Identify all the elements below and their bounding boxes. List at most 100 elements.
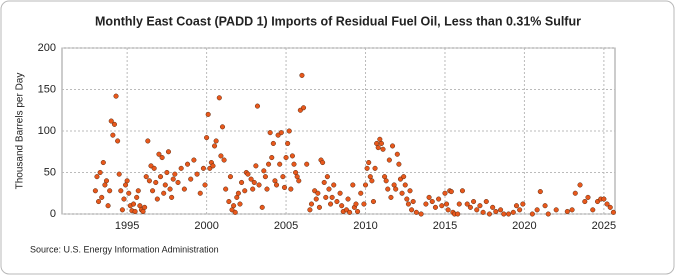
- point: [409, 207, 415, 213]
- point: [545, 211, 551, 217]
- point: [401, 174, 407, 180]
- point: [320, 159, 326, 166]
- point: [116, 171, 122, 177]
- point: [232, 209, 238, 215]
- point: [366, 159, 372, 166]
- point: [299, 72, 305, 78]
- point: [110, 132, 116, 138]
- point: [444, 201, 450, 207]
- point: [393, 186, 399, 192]
- point: [483, 199, 489, 205]
- point: [253, 163, 259, 169]
- point: [510, 209, 516, 215]
- point: [569, 207, 575, 213]
- point: [517, 207, 523, 213]
- point: [153, 179, 159, 186]
- point: [218, 153, 224, 159]
- point: [291, 161, 297, 167]
- point: [250, 186, 256, 192]
- point: [178, 165, 184, 171]
- point: [164, 169, 170, 176]
- point: [95, 199, 102, 205]
- y-tick-label: 0: [50, 208, 56, 220]
- point: [221, 157, 227, 163]
- point: [582, 199, 588, 205]
- point: [175, 179, 181, 186]
- point: [604, 201, 610, 207]
- point: [448, 189, 454, 195]
- point: [572, 190, 578, 196]
- point: [145, 138, 151, 144]
- point: [347, 209, 353, 215]
- point: [162, 182, 168, 188]
- point: [270, 140, 276, 146]
- point: [254, 103, 261, 109]
- point: [132, 208, 138, 215]
- point: [388, 194, 394, 200]
- point: [436, 196, 442, 202]
- y-tick-label: 200: [38, 42, 56, 54]
- y-axis-label: Thousand Barrels per Day: [15, 73, 26, 190]
- point: [375, 145, 381, 151]
- point: [134, 194, 140, 200]
- point: [362, 182, 369, 188]
- point: [170, 176, 176, 182]
- point: [383, 178, 389, 184]
- point: [404, 196, 410, 202]
- point: [204, 135, 210, 141]
- x-tick-label: 2020: [512, 220, 536, 232]
- point: [283, 155, 289, 161]
- point: [464, 201, 470, 207]
- point: [405, 201, 411, 207]
- point: [577, 182, 583, 188]
- point: [146, 178, 152, 184]
- point: [553, 207, 559, 213]
- point: [337, 190, 343, 196]
- point: [227, 174, 233, 180]
- point: [423, 201, 429, 207]
- point: [353, 201, 359, 207]
- point: [372, 165, 378, 171]
- point: [486, 211, 493, 217]
- point: [321, 179, 327, 186]
- point: [219, 124, 226, 130]
- point: [119, 207, 125, 213]
- point: [288, 186, 294, 192]
- point: [304, 161, 310, 167]
- point: [445, 207, 451, 213]
- point: [237, 201, 243, 207]
- point: [161, 190, 167, 196]
- point: [205, 111, 211, 117]
- point: [130, 201, 137, 207]
- point: [407, 188, 413, 194]
- point: [326, 186, 332, 192]
- point: [142, 204, 148, 210]
- point: [537, 189, 543, 195]
- point: [169, 194, 175, 200]
- point: [105, 203, 111, 209]
- point: [165, 149, 172, 155]
- point: [307, 207, 313, 213]
- x-tick-label: 1995: [115, 220, 139, 232]
- point: [501, 211, 507, 217]
- point: [103, 178, 110, 184]
- point: [334, 199, 340, 205]
- point: [369, 178, 375, 184]
- point: [456, 201, 462, 207]
- y-tick-label: 150: [38, 83, 56, 95]
- point: [323, 194, 329, 200]
- y-tick-label: 100: [38, 125, 56, 137]
- point: [278, 130, 284, 136]
- point: [210, 163, 216, 169]
- point: [280, 174, 286, 180]
- point: [361, 201, 367, 207]
- point: [542, 203, 548, 209]
- point: [151, 165, 157, 171]
- point: [108, 118, 114, 124]
- point: [370, 199, 377, 205]
- point: [286, 128, 292, 134]
- point: [610, 209, 616, 215]
- point: [172, 171, 178, 177]
- point: [505, 211, 512, 217]
